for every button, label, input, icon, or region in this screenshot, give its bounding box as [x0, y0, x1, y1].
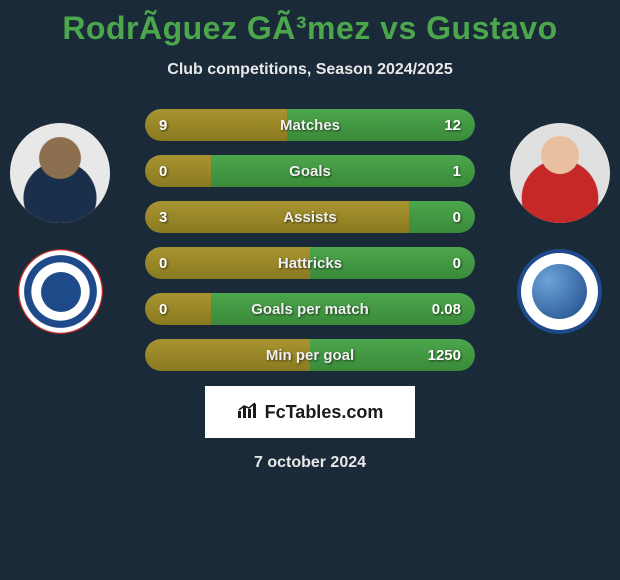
stat-row: 0Goals1	[145, 155, 475, 187]
club-right-logo	[517, 249, 602, 334]
stat-value-right: 0	[453, 255, 461, 272]
stat-label: Goals	[145, 163, 475, 180]
chart-icon	[237, 401, 259, 424]
stat-row: 3Assists0	[145, 201, 475, 233]
stat-value-right: 12	[444, 117, 461, 134]
stat-label: Min per goal	[145, 347, 475, 364]
comparison-title: RodrÃ­guez GÃ³mez vs Gustavo	[0, 0, 620, 47]
stat-label: Matches	[145, 117, 475, 134]
stat-label: Assists	[145, 209, 475, 226]
footer-date: 7 october 2024	[0, 454, 620, 472]
stat-value-right: 0	[453, 209, 461, 226]
stat-label: Hattricks	[145, 255, 475, 272]
brand-badge: FcTables.com	[205, 386, 415, 438]
stat-row: 0Goals per match0.08	[145, 293, 475, 325]
brand-text: FcTables.com	[265, 402, 384, 423]
avatar-right-image	[510, 123, 610, 223]
stat-label: Goals per match	[145, 301, 475, 318]
stat-value-right: 0.08	[432, 301, 461, 318]
stat-row: Min per goal1250	[145, 339, 475, 371]
stat-value-right: 1250	[428, 347, 461, 364]
comparison-content: 9Matches120Goals13Assists00Hattricks00Go…	[0, 109, 620, 374]
club-left-logo	[18, 249, 103, 334]
season-subtitle: Club competitions, Season 2024/2025	[0, 61, 620, 79]
stat-row: 0Hattricks0	[145, 247, 475, 279]
stats-bars: 9Matches120Goals13Assists00Hattricks00Go…	[145, 109, 475, 371]
player-left-avatar	[10, 123, 110, 223]
player-right-avatar	[510, 123, 610, 223]
stat-value-right: 1	[453, 163, 461, 180]
avatar-left-image	[10, 123, 110, 223]
stat-row: 9Matches12	[145, 109, 475, 141]
